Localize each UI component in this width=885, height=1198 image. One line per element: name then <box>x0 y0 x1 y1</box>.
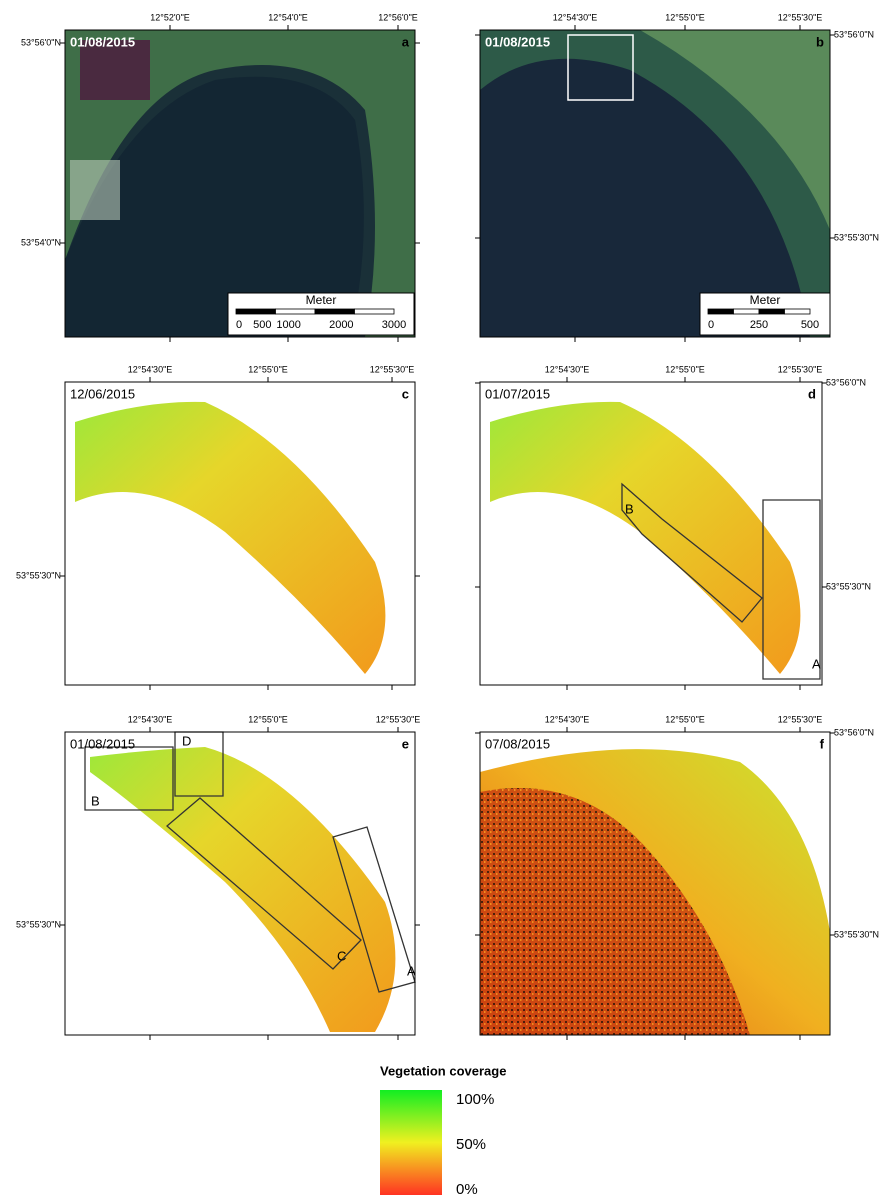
map-image <box>75 402 385 674</box>
x-tick-label: 12°55'30"E <box>778 364 823 374</box>
field <box>70 160 120 220</box>
roi-label: A <box>812 656 821 671</box>
date-label: 01/07/2015 <box>485 386 550 401</box>
x-tick-label: 12°55'30"E <box>376 714 421 724</box>
legend-label: 0% <box>456 1181 478 1198</box>
scale-bar-segment <box>734 309 760 314</box>
scale-bar-label: 1000 <box>276 319 300 331</box>
scale-bar-label: 0 <box>708 319 714 331</box>
map-panel: B A 01/07/2015 d <box>480 382 822 685</box>
legend-label: 50% <box>456 1136 486 1153</box>
panel-letter: c <box>402 386 409 401</box>
roi-label: D <box>182 733 191 748</box>
panel-letter: b <box>816 34 824 49</box>
date-label: 01/08/2015 <box>70 34 135 49</box>
map-panel: 07/08/2015 f <box>480 732 830 1035</box>
scale-bar-label: 500 <box>801 319 819 331</box>
map-image <box>490 402 800 674</box>
x-tick-label: 12°55'30"E <box>370 364 415 374</box>
scale-bar-label: 250 <box>750 319 768 331</box>
date-label: 01/08/2015 <box>70 736 135 751</box>
scale-bar-label: 2000 <box>329 319 353 331</box>
date-label: 12/06/2015 <box>70 386 135 401</box>
x-tick-label: 12°55'0"E <box>248 364 288 374</box>
x-tick-label: 12°52'0"E <box>150 12 190 22</box>
y-tick-label: 53°55'30"N <box>834 232 879 242</box>
roi-label: B <box>625 501 634 516</box>
scale-bar-segment <box>759 309 785 314</box>
x-tick-label: 12°55'0"E <box>248 714 288 724</box>
panel-letter: f <box>820 736 825 751</box>
vegetation <box>490 402 800 674</box>
roi-label: B <box>91 793 100 808</box>
map-panel: 01/08/2015 b <box>480 30 830 337</box>
y-tick-label: 53°56'0"N <box>826 377 866 387</box>
vegetation <box>90 747 395 1032</box>
map-image <box>480 30 830 337</box>
x-tick-label: 12°55'30"E <box>778 12 823 22</box>
scale-bar-segment <box>708 309 734 314</box>
y-tick-label: 53°56'0"N <box>21 37 61 47</box>
x-tick-label: 12°54'30"E <box>128 364 173 374</box>
panel-letter: a <box>402 34 410 49</box>
date-label: 07/08/2015 <box>485 736 550 751</box>
legend-label: 100% <box>456 1091 494 1108</box>
panel-letter: d <box>808 386 816 401</box>
map-image <box>90 747 395 1032</box>
y-tick-label: 53°55'30"N <box>16 570 61 580</box>
date-label: 01/08/2015 <box>485 34 550 49</box>
scale-bar-title: Meter <box>750 293 781 307</box>
x-tick-label: 12°54'30"E <box>545 714 590 724</box>
legend-colorbar <box>380 1090 442 1195</box>
y-tick-label: 53°56'0"N <box>834 727 874 737</box>
scale-bar-label: 3000 <box>382 319 406 331</box>
scale-bar-label: 0 <box>236 319 242 331</box>
scale-bar-label: 500 <box>253 319 271 331</box>
y-tick-label: 53°54'0"N <box>21 237 61 247</box>
x-tick-label: 12°54'30"E <box>545 364 590 374</box>
x-tick-label: 12°55'0"E <box>665 12 705 22</box>
map-panel: 12/06/2015 c <box>65 382 415 685</box>
y-tick-label: 53°55'30"N <box>16 919 61 929</box>
x-tick-label: 12°54'0"E <box>268 12 308 22</box>
y-tick-label: 53°56'0"N <box>834 29 874 39</box>
x-tick-label: 12°55'30"E <box>778 714 823 724</box>
scale-bar-title: Meter <box>306 293 337 307</box>
legend-title: Vegetation coverage <box>380 1063 506 1078</box>
scale-bar-segment <box>236 309 276 314</box>
y-tick-label: 53°55'30"N <box>826 581 871 591</box>
map-panel: 01/08/2015 a <box>65 30 415 337</box>
map-image <box>65 30 415 337</box>
x-tick-label: 12°54'30"E <box>128 714 173 724</box>
figure: 01/08/2015 a 12°52'0"E 12°54'0"E 12°56'0"E 53… <box>0 0 885 1198</box>
scale-bar-segment <box>355 309 395 314</box>
panel-letter: e <box>402 736 409 751</box>
x-tick-label: 12°54'30"E <box>553 12 598 22</box>
x-tick-label: 12°55'0"E <box>665 364 705 374</box>
vegetation <box>75 402 385 674</box>
roi-label: C <box>337 948 346 963</box>
scale-bar-segment <box>276 309 316 314</box>
scale-bar-segment <box>315 309 355 314</box>
map-image <box>480 732 830 1035</box>
y-tick-label: 53°55'30"N <box>834 929 879 939</box>
scale-bar-segment <box>785 309 811 314</box>
x-tick-label: 12°56'0"E <box>378 12 418 22</box>
x-tick-label: 12°55'0"E <box>665 714 705 724</box>
